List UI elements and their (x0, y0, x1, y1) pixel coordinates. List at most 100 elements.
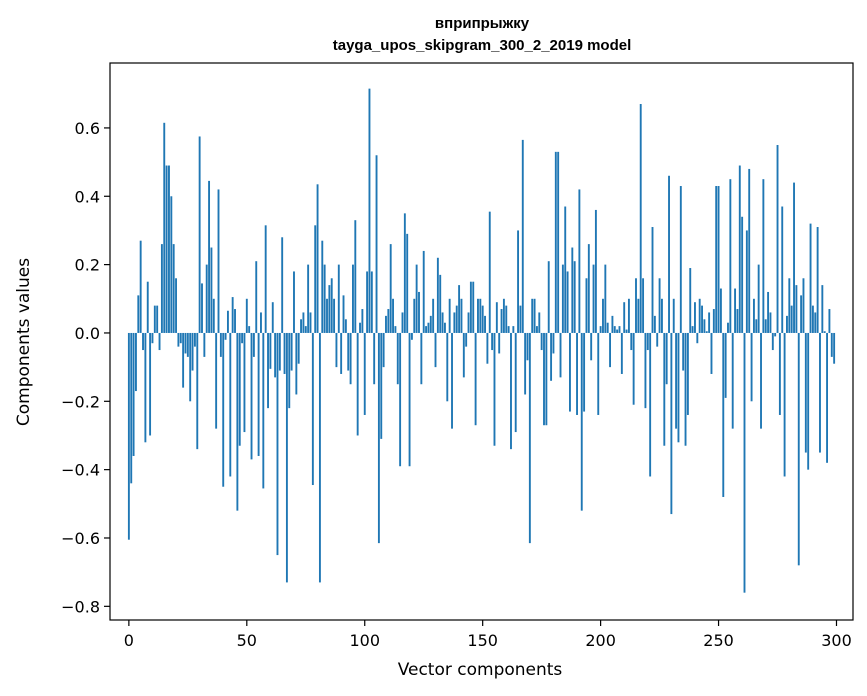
bar-81 (318, 332, 321, 583)
bar-66 (283, 332, 286, 374)
bar-281 (790, 305, 793, 333)
bar-241 (696, 332, 699, 344)
bar-247 (710, 332, 713, 374)
bar-133 (441, 312, 444, 333)
chart-title: вприпрыжку (435, 15, 530, 32)
bar-252 (722, 332, 725, 497)
bar-289 (809, 223, 812, 333)
bar-48 (241, 332, 244, 344)
bar-199 (597, 332, 600, 415)
bar-207 (616, 329, 619, 333)
bar-60 (269, 332, 272, 369)
bar-190 (576, 332, 578, 415)
bar-89 (337, 264, 340, 333)
bar-32 (203, 332, 206, 357)
bar-275 (776, 145, 779, 333)
bar-151 (484, 315, 486, 333)
bar-61 (271, 302, 274, 333)
bar-278 (783, 332, 786, 477)
bar-87 (333, 298, 336, 333)
x-tick-label-200: 200 (585, 631, 616, 650)
bar-15 (163, 122, 166, 333)
bar-210 (623, 302, 626, 333)
bar-92 (344, 319, 347, 333)
bar-244 (703, 319, 706, 333)
bar-38 (217, 189, 220, 333)
bar-50 (245, 298, 248, 333)
bar-223 (653, 315, 656, 333)
bar-0 (127, 332, 130, 540)
bar-176 (543, 332, 545, 426)
bar-34 (208, 180, 211, 333)
bar-238 (689, 268, 692, 333)
bar-188 (571, 247, 574, 333)
bar-4 (137, 295, 140, 333)
bar-104 (373, 332, 376, 385)
bar-45 (234, 309, 236, 333)
bar-155 (493, 332, 496, 446)
bar-94 (349, 332, 352, 385)
bar-219 (644, 332, 647, 409)
bar-266 (755, 319, 758, 333)
bar-215 (635, 278, 637, 333)
bar-110 (387, 309, 390, 333)
bar-291 (814, 312, 817, 333)
bar-37 (215, 332, 218, 429)
bar-69 (290, 332, 293, 371)
bar-260 (741, 216, 744, 333)
bar-272 (769, 312, 772, 333)
y-axis-label: Components values (14, 258, 34, 426)
bar-114 (396, 332, 399, 385)
x-tick-label-0: 0 (124, 631, 134, 650)
bar-76 (307, 264, 310, 333)
bar-164 (514, 332, 517, 433)
bar-263 (748, 168, 751, 333)
bar-277 (781, 206, 784, 333)
bar-108 (382, 332, 385, 368)
bar-174 (538, 312, 541, 333)
bar-30 (198, 136, 201, 333)
bar-72 (297, 332, 300, 364)
bar-21 (177, 332, 180, 347)
bar-204 (609, 332, 611, 368)
bar-11 (153, 305, 156, 333)
bar-41 (224, 332, 227, 340)
bar-146 (472, 281, 475, 333)
bar-51 (248, 326, 251, 333)
bar-163 (512, 326, 515, 333)
bar-191 (578, 189, 581, 333)
bar-16 (165, 165, 168, 333)
bar-43 (229, 332, 232, 477)
bar-52 (250, 332, 253, 460)
bar-154 (491, 332, 494, 351)
bar-29 (196, 332, 199, 450)
bar-79 (314, 225, 317, 333)
bar-68 (288, 332, 291, 409)
bar-267 (757, 264, 760, 333)
bar-39 (219, 332, 222, 357)
bar-283 (795, 285, 798, 333)
bar-40 (222, 332, 225, 487)
bar-162 (510, 332, 512, 450)
x-axis: 0 50 100 150 200 250 300 (124, 620, 852, 650)
bar-54 (255, 261, 258, 333)
bar-196 (590, 332, 593, 361)
x-tick-label-100: 100 (349, 631, 380, 650)
bar-91 (342, 295, 345, 333)
y-tick-label--0.8: −0.8 (61, 597, 100, 616)
plot-frame (109, 62, 854, 621)
bar-17 (168, 165, 170, 333)
bar-165 (517, 230, 520, 333)
bar-97 (356, 332, 359, 436)
bar-205 (611, 315, 614, 333)
bar-33 (205, 264, 208, 333)
bar-178 (547, 261, 550, 333)
bar-255 (729, 179, 732, 333)
bar-126 (425, 326, 428, 333)
bar-18 (170, 196, 173, 333)
bar-138 (453, 312, 456, 333)
bar-53 (252, 332, 255, 357)
bar-297 (828, 309, 831, 333)
bar-212 (627, 298, 630, 333)
